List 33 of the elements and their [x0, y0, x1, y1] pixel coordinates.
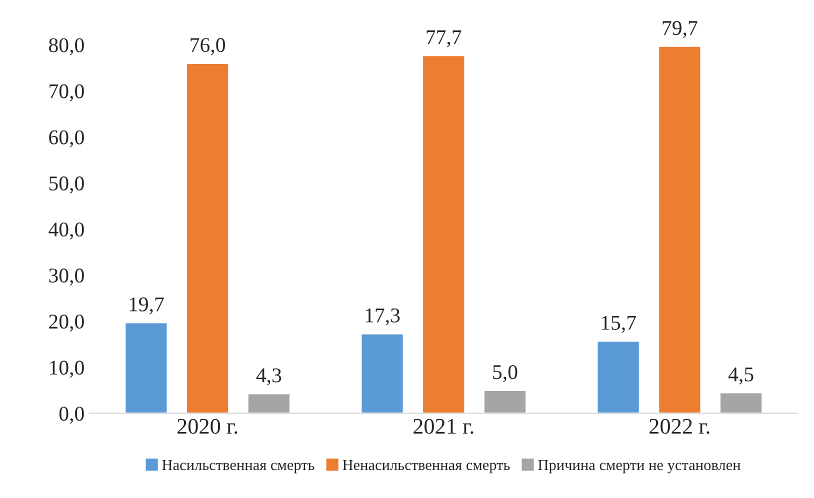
- data-label: 5,0: [493, 365, 518, 382]
- x-tick-label: 2021 г.: [414, 418, 474, 434]
- bar: [186, 62, 230, 414]
- data-label: 15,7: [602, 316, 636, 333]
- y-tick-label: 80,0: [49, 38, 84, 56]
- data-label: 19,7: [130, 297, 164, 314]
- y-tick-label: 70,0: [50, 84, 84, 102]
- legend-label: Ненасильственная смерть: [342, 460, 510, 474]
- legend-label: Насильственная смерть: [162, 460, 314, 474]
- bar: [360, 332, 404, 414]
- y-tick-label: 40,0: [48, 222, 84, 240]
- y-tick-label: 0,0: [59, 406, 84, 424]
- data-label: 79,7: [662, 21, 698, 38]
- bar: [247, 392, 291, 414]
- data-label: 17,3: [366, 308, 400, 326]
- x-tick-label: 2020 г.: [177, 418, 238, 434]
- y-tick-label: 20,0: [49, 314, 84, 332]
- bar: [483, 390, 527, 414]
- y-tick-label: 60,0: [49, 130, 84, 148]
- y-tick-label: 10,0: [50, 360, 84, 378]
- bar: [422, 54, 466, 414]
- bar: [719, 392, 764, 414]
- y-tick-label: 50,0: [49, 176, 84, 194]
- data-label: 77,7: [426, 30, 462, 48]
- y-tick-label: 30,0: [49, 268, 84, 286]
- data-label: 4,5: [728, 368, 754, 384]
- bar: [124, 322, 168, 414]
- bar: [596, 340, 640, 414]
- x-tick-label: 2022 г.: [650, 418, 710, 434]
- data-label: 76,0: [190, 38, 226, 56]
- data-label: 4,3: [256, 368, 282, 386]
- bar: [658, 46, 702, 414]
- legend-label: Причина смерти не установлен: [538, 460, 740, 474]
